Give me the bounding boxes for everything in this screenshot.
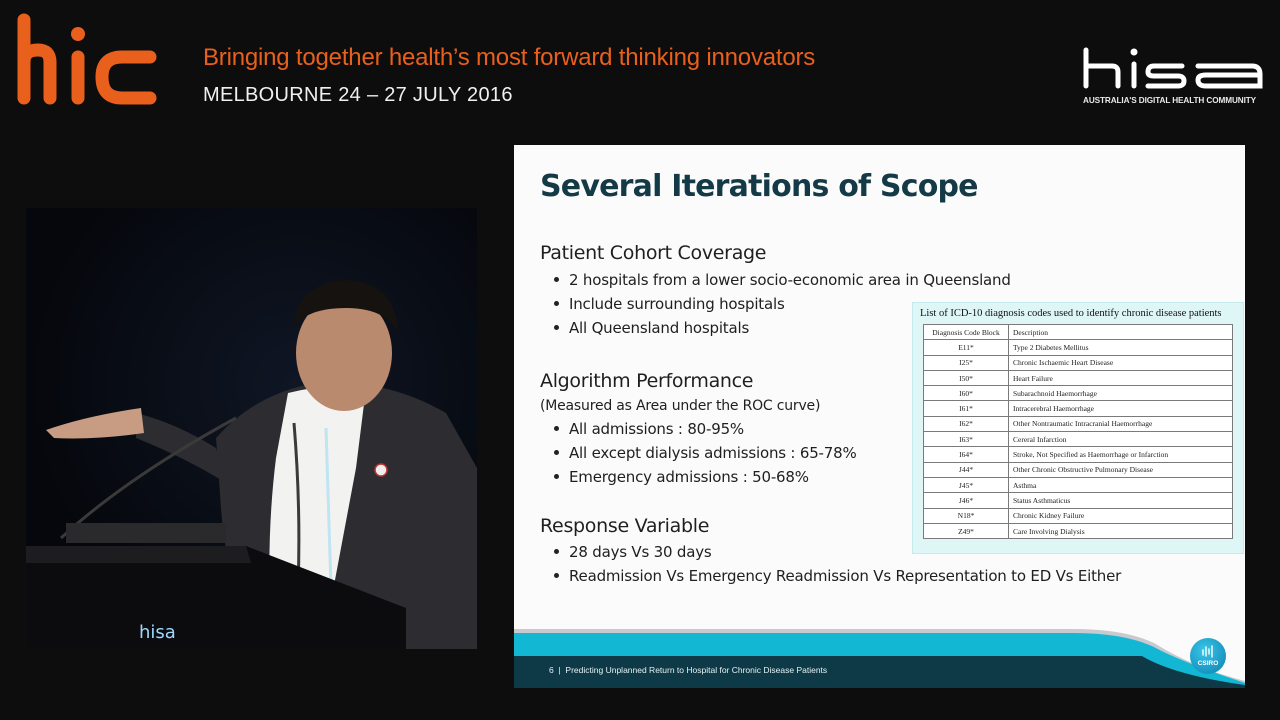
table-row: N18* Chronic Kidney Failure (923, 507, 1233, 524)
bullet-icon (554, 473, 559, 479)
table-row: E11* Type 2 Diabetes Mellitus (923, 339, 1233, 356)
performance-note: (Measured as Area under the ROC curve) (540, 398, 821, 414)
bullet-item: All except dialysis admissions : 65-78% (554, 441, 857, 465)
bullet-item: All admissions : 80-95% (554, 417, 857, 441)
bullet-icon (554, 324, 559, 330)
bullet-icon (554, 425, 559, 431)
bullet-icon (554, 300, 559, 306)
bullet-icon (554, 548, 559, 554)
icd-codes-panel: List of ICD-10 diagnosis codes used to i… (912, 302, 1244, 554)
csiro-logo: CSIRO (1190, 638, 1226, 674)
performance-bullets: All admissions : 80-95% All except dialy… (554, 417, 857, 489)
bullet-item: All Queensland hospitals (554, 316, 1011, 340)
conference-tagline: Bringing together health’s most forward … (203, 44, 816, 71)
bullet-item: 28 days Vs 30 days (554, 540, 1121, 564)
slide-title: Several Iterations of Scope (540, 169, 979, 204)
table-row: I61* Intracerebral Haemorrhage (923, 400, 1233, 417)
response-bullets: 28 days Vs 30 days Readmission Vs Emerge… (554, 540, 1121, 588)
section-heading-response: Response Variable (540, 515, 710, 537)
table-row: Z49* Care Involving Dialysis (923, 522, 1233, 540)
section-heading-cohort: Patient Cohort Coverage (540, 242, 767, 264)
slide-footer-band (514, 629, 1245, 688)
table-row: I63* Cereral Infarction (923, 431, 1233, 448)
table-row: J46* Status Asthmaticus (923, 492, 1233, 509)
podium-hisa-logo: hisa (139, 622, 176, 643)
bullet-item: Include surrounding hospitals (554, 292, 1011, 316)
bullet-item: Readmission Vs Emergency Readmission Vs … (554, 564, 1121, 588)
speaker-illustration: hisa (26, 280, 477, 649)
table-row: I62* Other Nontraumatic Intracranial Haem… (923, 415, 1233, 433)
cohort-bullets: 2 hospitals from a lower socio-economic … (554, 268, 1011, 340)
bullet-icon (554, 572, 559, 578)
icd-table-title: List of ICD-10 diagnosis codes used to i… (920, 308, 1222, 319)
icd-codes-table: Diagnosis Code Block Description E11* Typ… (923, 323, 1233, 540)
hisa-logo (1083, 47, 1263, 89)
table-row: J45* Asthma (923, 476, 1233, 494)
csiro-bars-icon (1202, 645, 1213, 658)
bullet-item: 2 hospitals from a lower socio-economic … (554, 268, 1011, 292)
bullet-item: Emergency admissions : 50-68% (554, 465, 857, 489)
speaker-video: hisa (26, 208, 477, 649)
table-row: I25* Chronic Ischaemic Heart Disease (923, 354, 1233, 371)
table-header-row: Diagnosis Code Block Description (923, 323, 1233, 341)
table-row: I60* Subarachnoid Haemorrhage (923, 385, 1233, 402)
table-row: J44* Other Chronic Obstructive Pulmonary … (923, 461, 1233, 478)
table-row: I64* Stroke, Not Specified as Haemorrhage… (923, 446, 1233, 463)
event-dates: MELBOURNE 24 – 27 JULY 2016 (203, 84, 513, 106)
bullet-icon (554, 276, 559, 282)
section-heading-performance: Algorithm Performance (540, 370, 754, 392)
table-row: I50* Heart Failure (923, 369, 1233, 387)
presentation-slide: Several Iterations of Scope Patient Coho… (514, 145, 1245, 688)
slide-footer-text: 6 | Predicting Unplanned Return to Hospi… (549, 665, 828, 675)
bullet-icon (554, 449, 559, 455)
hisa-subtitle: AUSTRALIA'S DIGITAL HEALTH COMMUNITY (1083, 96, 1257, 105)
hic-logo (17, 13, 157, 105)
